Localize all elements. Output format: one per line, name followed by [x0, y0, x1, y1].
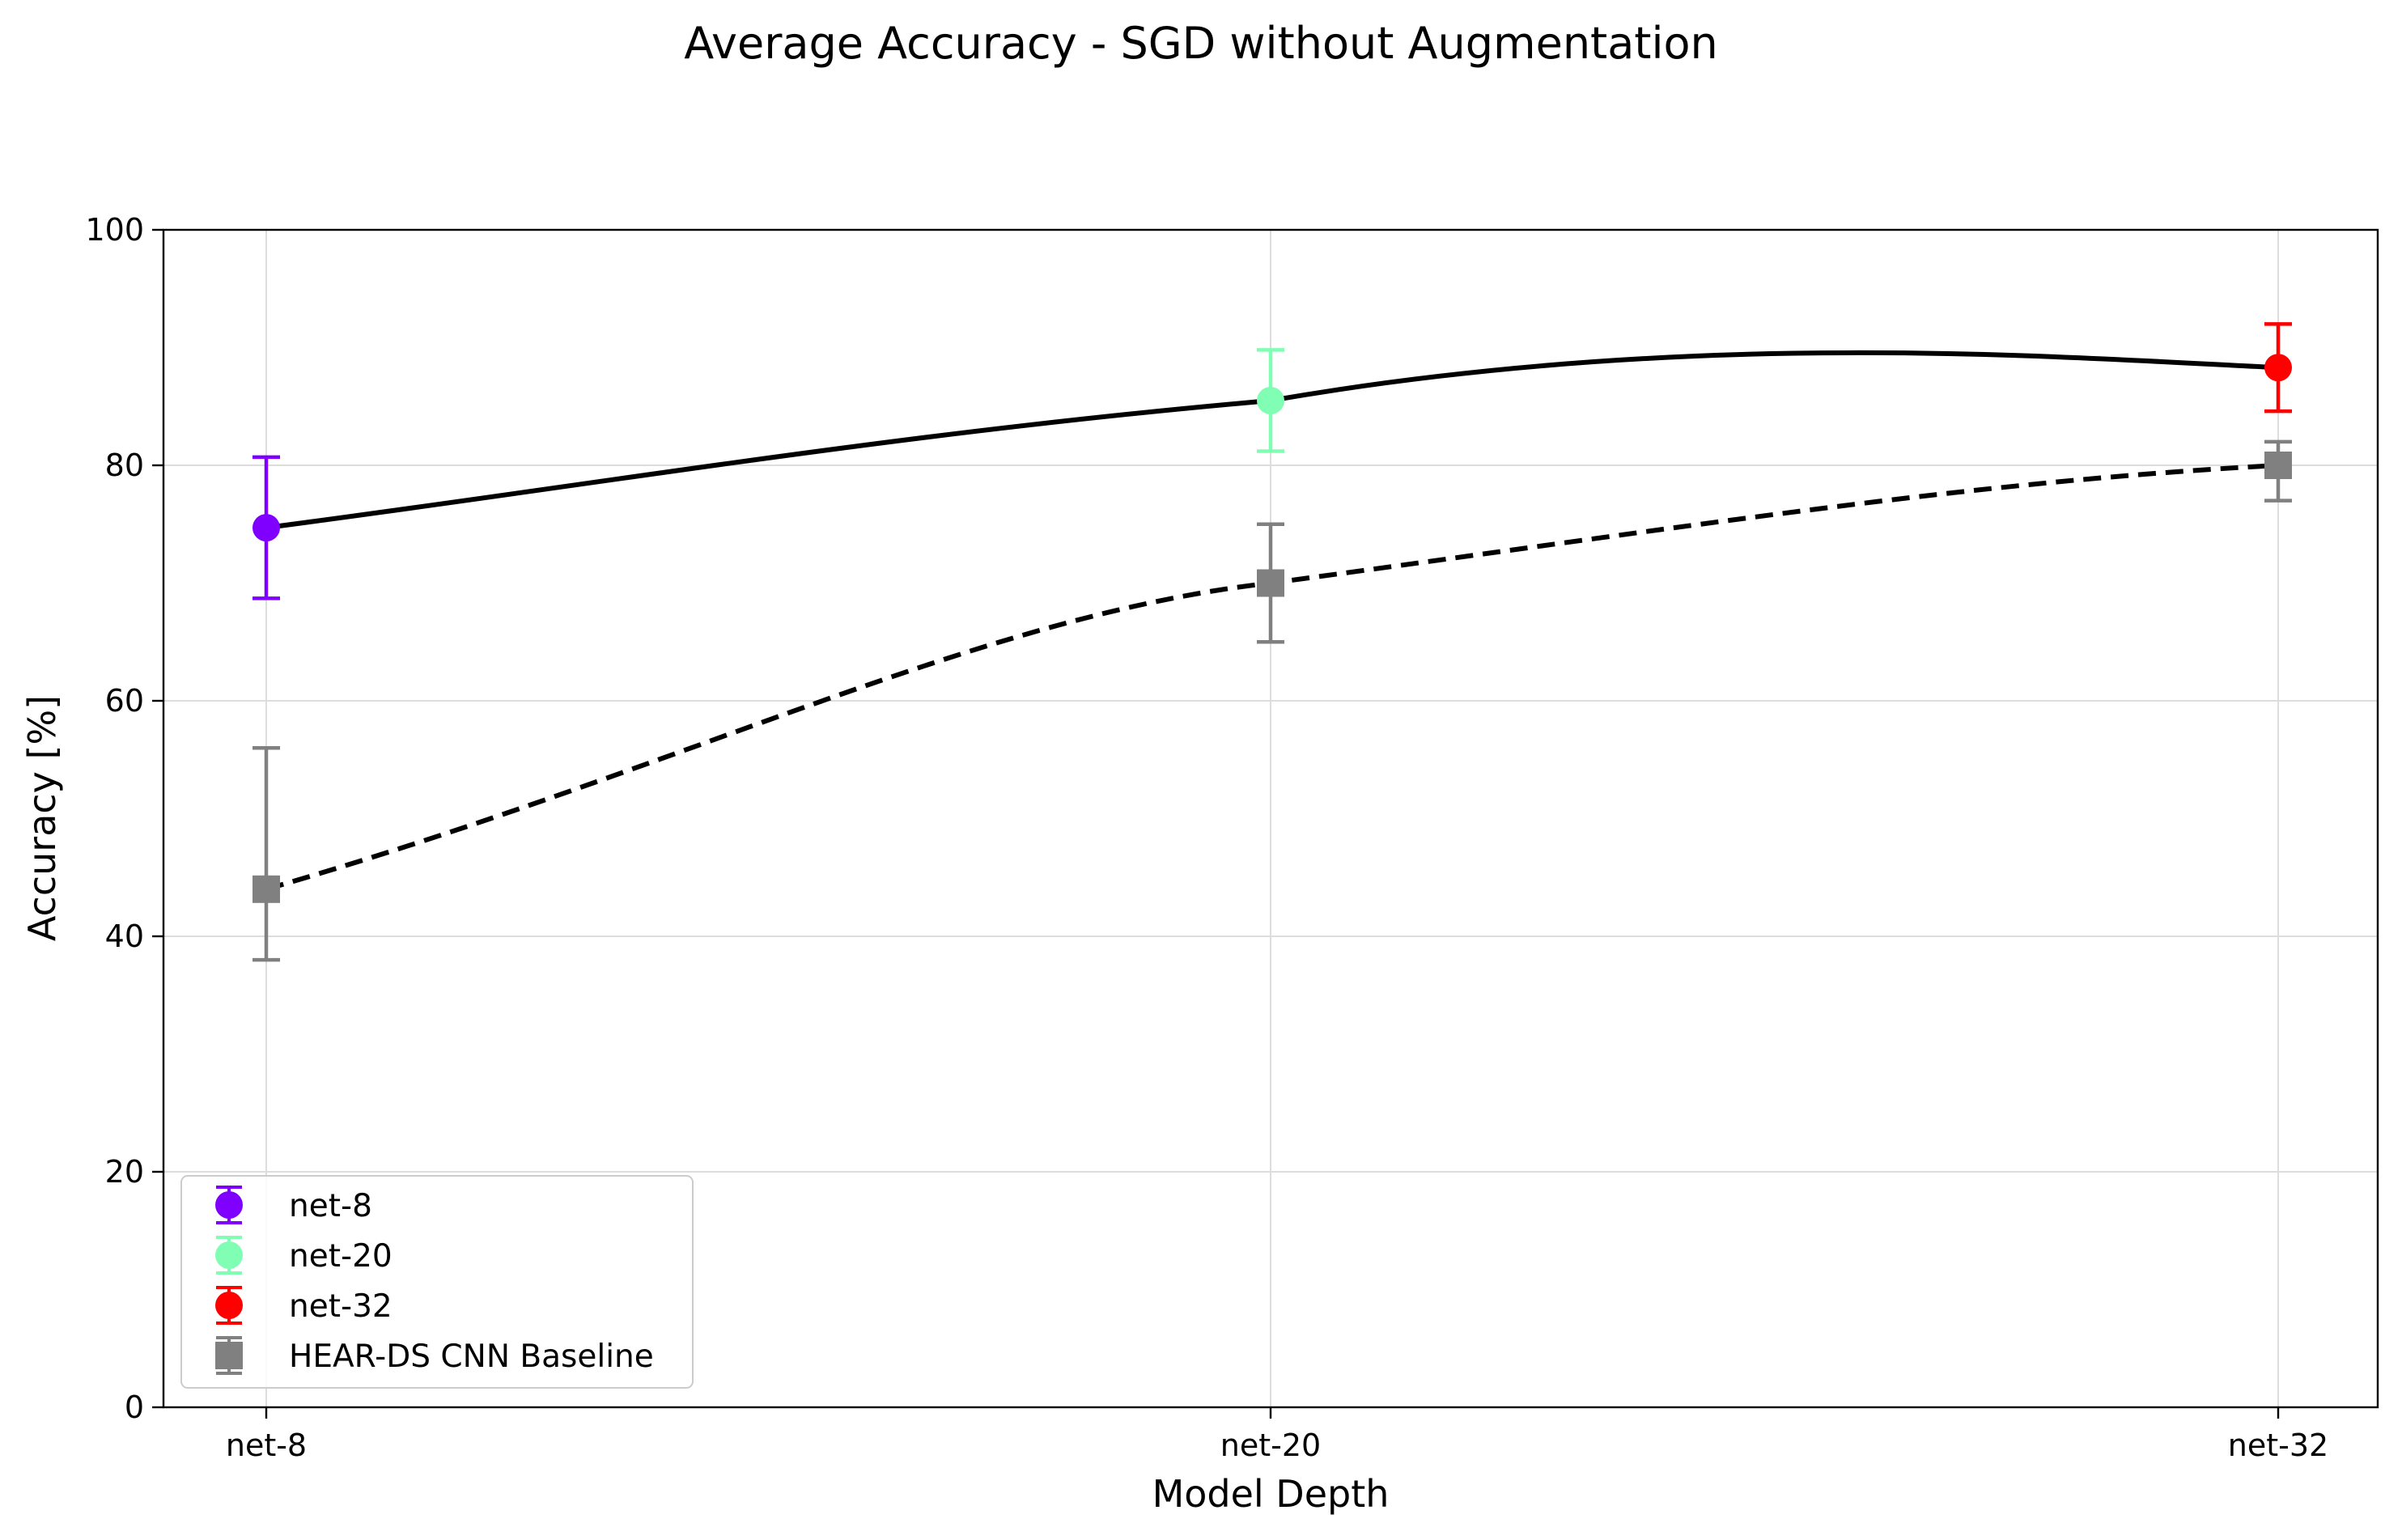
- legend-label-net-32: net-32: [289, 1288, 393, 1325]
- x-tick-label-net-32: net-32: [2228, 1428, 2328, 1463]
- baseline-point-net-32: [2264, 452, 2292, 479]
- legend-label-net-20: net-20: [289, 1238, 393, 1275]
- chart-title: Average Accuracy - SGD without Augmentat…: [684, 18, 1718, 69]
- point-net-20: [1257, 386, 1284, 414]
- y-tick-label-20: 20: [105, 1154, 144, 1190]
- x-axis-label: Model Depth: [1152, 1472, 1390, 1516]
- y-tick-label-100: 100: [85, 212, 144, 248]
- y-axis-label: Accuracy [%]: [20, 695, 64, 941]
- point-net-8: [253, 514, 280, 542]
- legend-label-HEAR-DS CNN Baseline: HEAR-DS CNN Baseline: [289, 1338, 654, 1375]
- markers: [253, 354, 2292, 903]
- legend-marker-net-8: [215, 1191, 243, 1219]
- y-tick-label-60: 60: [105, 683, 144, 719]
- legend-box: [180, 1175, 694, 1389]
- x-tick-label-net-8: net-8: [226, 1428, 307, 1463]
- x-tick-label-net-20: net-20: [1220, 1428, 1321, 1463]
- x-axis-ticks: net-8 net-20 net-32: [226, 1407, 2328, 1463]
- error-bars: [253, 322, 2292, 962]
- y-axis-ticks: 0 20 40 60 80 100: [85, 212, 163, 1425]
- legend-marker-HEAR-DS CNN Baseline: [215, 1342, 243, 1369]
- legend-label-net-8: net-8: [289, 1188, 372, 1224]
- y-tick-label-0: 0: [125, 1389, 144, 1425]
- y-tick-label-40: 40: [105, 918, 144, 954]
- legend: net-8 net-20 net-32 HEAR-DS CNN Baseline: [180, 1175, 694, 1389]
- y-tick-label-80: 80: [105, 448, 144, 483]
- baseline-point-net-20: [1257, 569, 1284, 597]
- baseline-point-net-8: [253, 875, 280, 903]
- point-net-32: [2264, 354, 2292, 382]
- legend-marker-net-32: [215, 1292, 243, 1319]
- legend-marker-net-20: [215, 1241, 243, 1269]
